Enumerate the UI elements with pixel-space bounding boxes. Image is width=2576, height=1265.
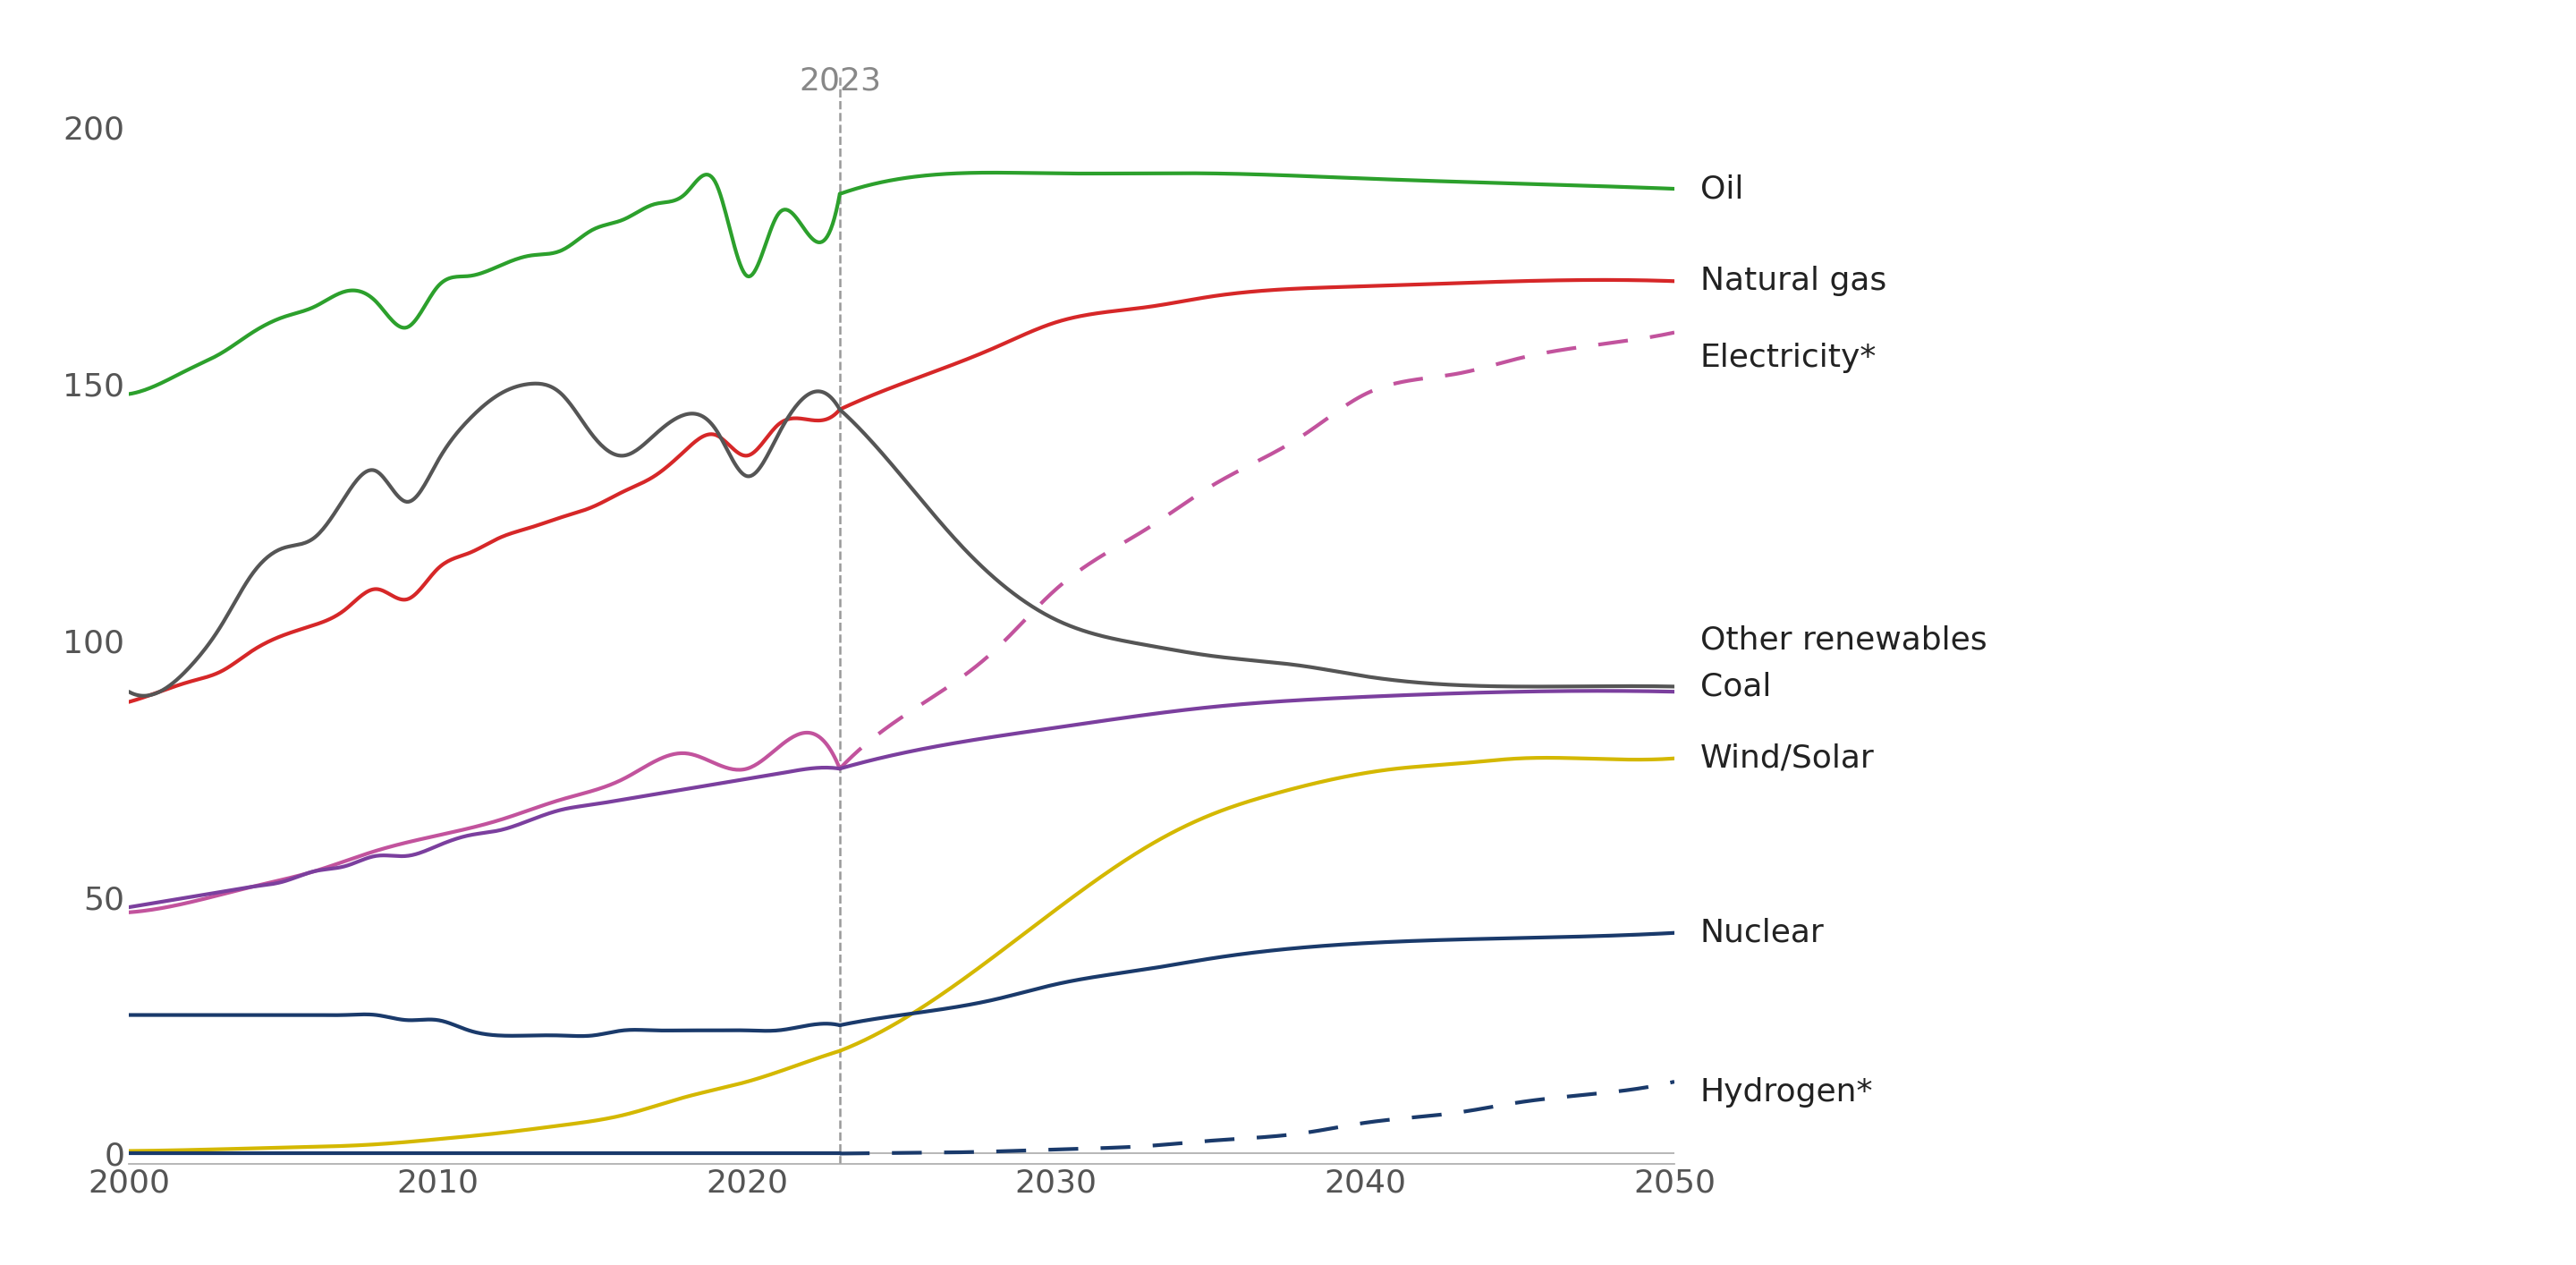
Text: Natural gas: Natural gas [1700, 266, 1886, 296]
Text: Coal: Coal [1700, 672, 1772, 702]
Text: Electricity*: Electricity* [1700, 343, 1878, 373]
Text: Wind/Solar: Wind/Solar [1700, 744, 1875, 774]
Text: 2023: 2023 [799, 66, 881, 96]
Text: Oil: Oil [1700, 173, 1744, 204]
Text: Other renewables: Other renewables [1700, 625, 1986, 655]
Text: Nuclear: Nuclear [1700, 917, 1824, 947]
Text: Hydrogen*: Hydrogen* [1700, 1077, 1873, 1107]
